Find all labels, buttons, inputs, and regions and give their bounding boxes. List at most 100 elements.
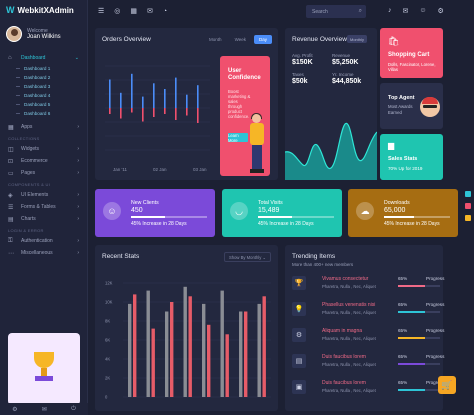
new-clients-card[interactable]: ☺ New Clients 450 45% Increase in 28 Day…	[95, 189, 215, 237]
mail-icon[interactable]: ✉	[41, 406, 47, 413]
bell-icon[interactable]: ♪	[388, 7, 392, 14]
settings-icon[interactable]: ⚙	[12, 406, 18, 413]
shopping-cart-card[interactable]: 🛍 Shopping Cart Dolls, Fascinator, Loren…	[380, 28, 443, 78]
gear-icon: ⚙	[292, 328, 306, 342]
trending-row[interactable]: ▤ Duis faucibus lorem Pharetra, Nulla , …	[292, 352, 444, 372]
globe-icon[interactable]: ◎	[114, 8, 121, 15]
trending-item-title[interactable]: Duis faucibus lorem	[322, 380, 366, 386]
menu-toggle-icon[interactable]: ☰	[98, 8, 105, 15]
shopping-title: Shopping Cart	[388, 52, 430, 58]
bar-chart-icon: ▆	[388, 141, 395, 150]
trending-row[interactable]: 🏆 Vivamus consectetur Pharetra, Nulla , …	[292, 274, 444, 294]
cart-icon: ⊡	[8, 158, 14, 165]
sidebar-subitem-dashboard-4[interactable]: Dashboard 4	[0, 91, 87, 100]
form-icon: ☰	[8, 204, 14, 211]
tab-week[interactable]: Week	[234, 37, 246, 42]
stat-name: Downloads	[384, 200, 410, 206]
stat-increase: 45% Increase in 28 Days	[258, 221, 314, 227]
learn-more-button[interactable]: Learn More	[228, 133, 248, 143]
revenue-badge[interactable]: Monthly	[347, 35, 368, 43]
sidebar-subitem-dashboard-5[interactable]: Dashboard 5	[0, 100, 87, 109]
order-bar-up	[109, 79, 111, 108]
order-bar-up	[175, 77, 177, 108]
bulb-icon: 💡	[292, 302, 306, 316]
revenue-overview-card: Revenue Overview Monthly Avg. Profit $150…	[285, 28, 377, 180]
chevron-right-icon: ›	[77, 158, 79, 164]
chevron-right-icon: ›	[77, 124, 79, 130]
promo-trophy-image	[8, 333, 80, 405]
order-bar-down	[131, 108, 133, 113]
trending-item-percent: 65%	[398, 380, 408, 385]
sidebar-subitem-dashboard-1[interactable]: Dashboard 1	[0, 64, 87, 73]
trending-row[interactable]: ▣ Duis faucibus lorem Pharetra, Nulla , …	[292, 378, 444, 398]
total-visits-card[interactable]: ◡ Total Visits 15,489 45% Increase in 28…	[222, 189, 342, 237]
settings-icon[interactable]: ⚙	[437, 8, 444, 15]
trending-item-authors: Pharetra, Nulla , Nec, Aliquet	[322, 388, 376, 393]
show-by-dropdown[interactable]: Show By Monthly ⌄	[223, 252, 271, 262]
sidebar-item-charts[interactable]: ▤ Charts ›	[8, 216, 79, 223]
progress-label: Progress	[426, 380, 445, 385]
quick-gift-icon[interactable]	[464, 203, 471, 209]
chevron-right-icon: ›	[77, 204, 79, 210]
revenue-title: Revenue Overview	[292, 36, 347, 43]
chat-icon[interactable]: ✉	[402, 8, 409, 15]
smile-icon: ◡	[230, 202, 248, 220]
trending-item-title[interactable]: Vivamus consectetur	[322, 276, 369, 282]
sidebar-item-ui-elements[interactable]: ◈ UI Elements ›	[8, 192, 79, 199]
sidebar-item-authentication[interactable]: ⚿ Authentication ›	[8, 237, 79, 245]
mail-icon[interactable]: ✉	[147, 8, 153, 15]
chevron-right-icon: ›	[77, 146, 79, 152]
search-input[interactable]: Search ⌕	[306, 5, 366, 18]
trophy-icon: 🏆	[292, 276, 306, 290]
shopping-fab-button[interactable]: 🛒	[438, 376, 456, 394]
trending-item-percent: 65%	[398, 276, 408, 281]
sidebar-item-apps[interactable]: ▦ Apps ›	[8, 124, 79, 131]
topbar-actions: ♪ ✉ ☺ ⚙	[388, 7, 444, 15]
recent-bar-red	[188, 296, 192, 397]
orders-chart: Jan '11 02 Jan 03 Jan	[105, 65, 210, 172]
trending-row[interactable]: ⚙ Aliquam in magna Pharetra, Nulla , Nec…	[292, 326, 444, 346]
confidence-text: Boost marketing & sales through product …	[228, 89, 251, 119]
brand[interactable]: W WebkitXAdmin	[0, 0, 87, 20]
power-icon[interactable]: ⏻	[71, 405, 76, 412]
order-bar-up	[131, 73, 133, 108]
sales-stats-card[interactable]: ▆ Sales Stats 70% Up for 2019	[380, 134, 443, 180]
trending-item-title[interactable]: Phasellus venenatis nisi	[322, 302, 376, 308]
sidebar-item-misc[interactable]: ⋯ Miscellaneous ›	[8, 250, 79, 257]
trending-item-title[interactable]: Duis faucibus lorem	[322, 354, 366, 360]
person-illustration	[248, 113, 268, 176]
trending-title: Trending Items	[292, 253, 336, 260]
sidebar-nav: ⌂ Dashboard ⌄ Dashboard 1 Dashboard 2 Dash…	[0, 52, 87, 259]
downloads-card[interactable]: ☁ Downloads 65,000 45% Increase in 28 Da…	[348, 189, 458, 237]
sidebar-item-ecommerce[interactable]: ⊡ Ecommerce ›	[8, 158, 79, 165]
trending-item-authors: Pharetra, Nulla , Nec, Aliquet	[322, 284, 376, 289]
order-bar-down	[120, 108, 122, 119]
y-tick-label: 0	[105, 395, 108, 400]
trending-row[interactable]: 💡 Phasellus venenatis nisi Pharetra, Nul…	[292, 300, 444, 320]
sidebar-item-forms[interactable]: ☰ Forms & Tables ›	[8, 204, 79, 211]
search-icon: ⌕	[358, 8, 362, 14]
grid-apps-icon[interactable]: ▦	[130, 8, 138, 15]
notification-icon[interactable]: ◔	[162, 7, 168, 15]
orders-tabs: Month Week Day	[204, 35, 272, 44]
app-name: WebkitXAdmin	[17, 5, 74, 15]
cart-icon: 🛒	[441, 379, 453, 390]
sidebar-subitem-dashboard-3[interactable]: Dashboard 3	[0, 82, 87, 91]
quick-settings-icon[interactable]	[464, 215, 471, 221]
sidebar-subitem-dashboard-2[interactable]: Dashboard 2	[0, 73, 87, 82]
trending-item-title[interactable]: Aliquam in magna	[322, 328, 363, 334]
quick-chat-icon[interactable]	[464, 191, 471, 197]
sidebar-subitem-dashboard-6[interactable]: Dashboard 6	[0, 109, 87, 118]
sidebar-item-pages[interactable]: ▭ Pages ›	[8, 170, 79, 177]
user-icon[interactable]: ☺	[419, 7, 427, 14]
top-agent-card[interactable]: Top Agent Most Awards Earned	[380, 83, 443, 129]
sidebar-item-widgets[interactable]: ◫ Widgets ›	[8, 146, 79, 153]
user-profile[interactable]: Welcome Joan Wilkins	[0, 20, 87, 48]
tab-month[interactable]: Month	[209, 37, 222, 42]
stat-name: New Clients	[131, 200, 159, 206]
trending-item-authors: Pharetra, Nulla , Nec, Aliquet	[322, 336, 376, 341]
chevron-down-icon: ⌄	[74, 55, 79, 61]
sidebar-item-dashboard[interactable]: ⌂ Dashboard ⌄	[8, 55, 79, 61]
tab-day[interactable]: Day	[253, 35, 272, 44]
progress-label: Progress	[426, 354, 445, 359]
